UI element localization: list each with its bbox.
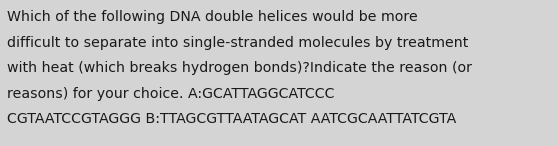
Text: reasons) for your choice. A:GCATTAGGCATCCC: reasons) for your choice. A:GCATTAGGCATC… [7,87,335,101]
Text: Which of the following DNA double helices would be more: Which of the following DNA double helice… [7,10,418,24]
Text: with heat (which breaks hydrogen bonds)?Indicate the reason (or: with heat (which breaks hydrogen bonds)?… [7,61,472,75]
Text: CGTAATCCGTAGGG B:TTAGCGTTAATAGCAT AATCGCAATTATCGTA: CGTAATCCGTAGGG B:TTAGCGTTAATAGCAT AATCGC… [7,112,456,126]
Text: difficult to separate into single-stranded molecules by treatment: difficult to separate into single-strand… [7,36,469,50]
